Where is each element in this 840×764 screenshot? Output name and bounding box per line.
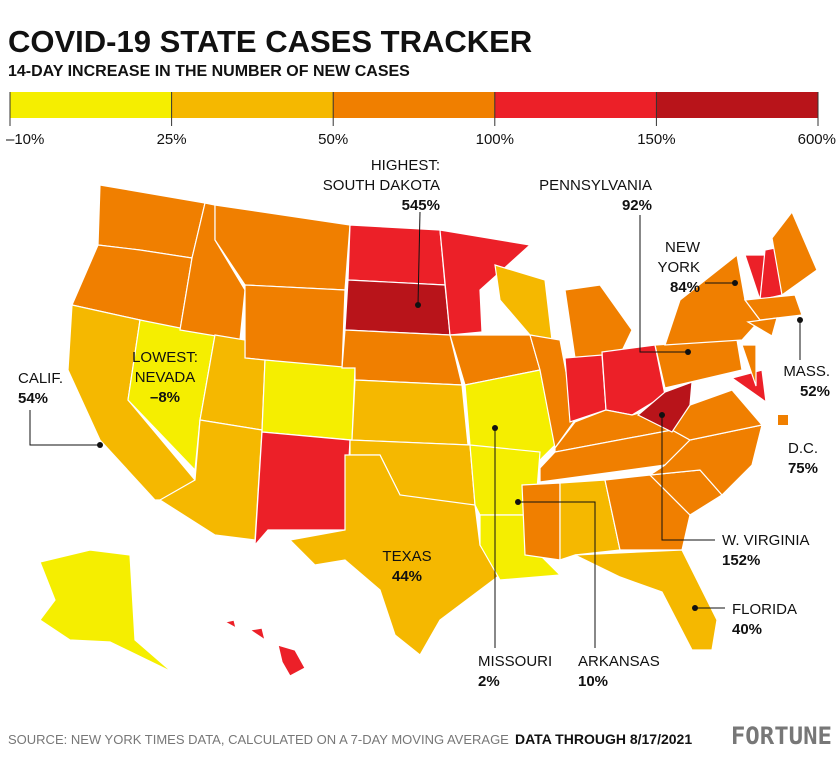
- us-map: [40, 185, 817, 676]
- callout-value: 92%: [622, 197, 652, 214]
- callout-value: 84%: [670, 279, 700, 296]
- callout-value: 152%: [722, 552, 760, 569]
- callout-label: NEW: [665, 239, 701, 256]
- legend-label: 50%: [318, 131, 348, 148]
- callout-label: LOWEST:: [132, 349, 198, 366]
- callout-label: CALIF.: [18, 370, 63, 387]
- callout-label: MASS.: [783, 363, 830, 380]
- state: [262, 360, 355, 440]
- state: [342, 330, 462, 385]
- state: [495, 265, 552, 340]
- callout-label: TEXAS: [382, 548, 431, 565]
- callout-value: 44%: [392, 568, 422, 585]
- state: [225, 620, 236, 628]
- callout-label: SOUTH DAKOTA: [323, 177, 440, 194]
- callout-label: HIGHEST:: [371, 157, 440, 174]
- callout-label: MISSOURI: [478, 653, 552, 670]
- state: [575, 550, 717, 650]
- callout-label: NEVADA: [135, 369, 196, 386]
- callout-value: 52%: [800, 383, 830, 400]
- callout-label: ARKANSAS: [578, 653, 660, 670]
- brand: FORTUNE: [731, 722, 832, 750]
- callout-label: YORK: [657, 259, 700, 276]
- callout-value: 54%: [18, 390, 48, 407]
- state: [345, 280, 450, 335]
- state: [245, 285, 345, 368]
- legend-swatch: [656, 92, 818, 118]
- legend-label: 25%: [157, 131, 187, 148]
- state: [348, 225, 445, 285]
- legend-label: –10%: [6, 131, 44, 148]
- legend-label: 600%: [798, 131, 836, 148]
- state: [250, 628, 265, 640]
- legend-swatch: [172, 92, 334, 118]
- state: [522, 483, 560, 560]
- source: SOURCE: NEW YORK TIMES DATA, CALCULATED …: [8, 732, 509, 747]
- state: [352, 380, 468, 445]
- callout-label: PENNSYLVANIA: [539, 177, 652, 194]
- state: [278, 645, 305, 676]
- callout-value: 75%: [788, 460, 818, 477]
- callout-label: W. VIRGINIA: [722, 532, 810, 549]
- state: [655, 340, 742, 388]
- legend-swatch: [10, 92, 172, 118]
- callout-value: 2%: [478, 673, 500, 690]
- state: [565, 285, 632, 358]
- title: COVID-19 STATE CASES TRACKER: [8, 24, 532, 59]
- state: [40, 550, 172, 672]
- callout-value: 10%: [578, 673, 608, 690]
- callout-label: FLORIDA: [732, 601, 797, 618]
- legend-label: 100%: [476, 131, 514, 148]
- callout-value: 545%: [402, 197, 440, 214]
- data-date: DATA THROUGH 8/17/2021: [515, 731, 692, 747]
- callout-label: D.C.: [788, 440, 818, 457]
- legend-swatch: [495, 92, 657, 118]
- legend: –10% 25% 50% 100% 150% 600%: [6, 92, 836, 148]
- legend-label: 150%: [637, 131, 675, 148]
- callout-value: –8%: [150, 389, 180, 406]
- callout-value: 40%: [732, 621, 762, 638]
- legend-swatch: [333, 92, 495, 118]
- subtitle: 14-DAY INCREASE IN THE NUMBER OF NEW CAS…: [8, 63, 410, 80]
- state: [255, 432, 350, 545]
